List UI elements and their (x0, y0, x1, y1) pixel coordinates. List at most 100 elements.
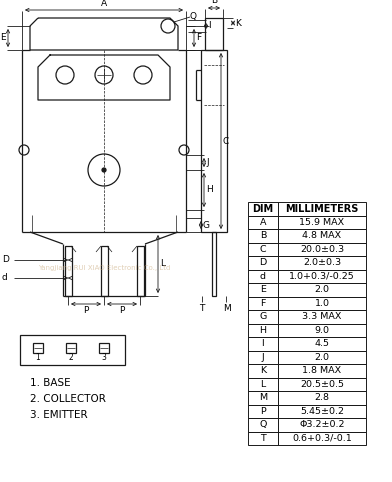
Text: C: C (260, 245, 266, 254)
Bar (101, 246, 108, 296)
Bar (278, 202, 366, 215)
Bar (278, 229, 366, 242)
Bar (66, 343, 76, 353)
Text: 2.0±0.3: 2.0±0.3 (303, 258, 341, 267)
Bar (248, 283, 278, 296)
Bar (248, 215, 278, 229)
Text: Φ3.2±0.2: Φ3.2±0.2 (299, 420, 345, 429)
Bar (248, 269, 278, 283)
Bar (278, 431, 366, 445)
Text: 2.8: 2.8 (314, 393, 330, 402)
Text: B: B (260, 231, 266, 240)
Bar (65, 246, 72, 296)
Text: D: D (2, 255, 9, 265)
Bar (248, 377, 278, 391)
Text: 0.6+0.3/-0.1: 0.6+0.3/-0.1 (292, 434, 352, 443)
Text: 3.3 MAX: 3.3 MAX (302, 312, 342, 321)
Text: 1: 1 (36, 353, 40, 362)
Bar (137, 246, 144, 296)
Bar (248, 431, 278, 445)
Bar (212, 232, 216, 296)
Text: Q: Q (190, 12, 197, 21)
Text: B: B (211, 0, 217, 5)
Text: 2.0: 2.0 (314, 285, 330, 294)
Text: d: d (2, 273, 8, 282)
Text: 20.5±0.5: 20.5±0.5 (300, 380, 344, 389)
Text: P: P (83, 306, 89, 315)
Bar (248, 310, 278, 323)
Text: P: P (260, 407, 266, 416)
Text: T: T (260, 434, 266, 443)
Bar (278, 337, 366, 350)
Bar (278, 350, 366, 364)
Text: 2. COLLECTOR: 2. COLLECTOR (30, 394, 106, 404)
Text: 9.0: 9.0 (314, 326, 330, 335)
Bar (278, 310, 366, 323)
Bar (278, 283, 366, 296)
Text: DIM: DIM (252, 204, 274, 214)
Bar (248, 242, 278, 256)
Circle shape (102, 168, 106, 172)
Text: 1. BASE: 1. BASE (30, 378, 71, 388)
Bar (278, 215, 366, 229)
Text: d: d (260, 272, 266, 281)
Text: E: E (260, 285, 266, 294)
Text: 3. EMITTER: 3. EMITTER (30, 410, 88, 420)
Bar (278, 296, 366, 310)
Bar (248, 337, 278, 350)
Bar (248, 323, 278, 337)
Bar (278, 364, 366, 377)
Text: H: H (260, 326, 267, 335)
Text: 2: 2 (69, 353, 73, 362)
Bar (278, 242, 366, 256)
Text: 5.45±0.2: 5.45±0.2 (300, 407, 344, 416)
Bar (248, 296, 278, 310)
Text: A: A (101, 0, 107, 8)
Bar (278, 256, 366, 269)
Bar (278, 377, 366, 391)
Bar (278, 269, 366, 283)
Text: D: D (260, 258, 267, 267)
Text: 3: 3 (102, 353, 107, 362)
Bar (248, 404, 278, 418)
Bar (248, 229, 278, 242)
Text: MILLIMETERS: MILLIMETERS (285, 204, 359, 214)
Text: 1.8 MAX: 1.8 MAX (303, 366, 341, 375)
Text: Yangjiang RUI XIAO Electronic Co., Ltd: Yangjiang RUI XIAO Electronic Co., Ltd (38, 265, 170, 271)
Text: I: I (208, 22, 211, 30)
Text: Q: Q (260, 420, 267, 429)
Text: J: J (261, 353, 264, 362)
Text: E: E (0, 34, 6, 42)
Text: M: M (259, 393, 267, 402)
Text: 2.0: 2.0 (314, 353, 330, 362)
Text: F: F (260, 299, 266, 308)
Text: 20.0±0.3: 20.0±0.3 (300, 245, 344, 254)
Text: 15.9 MAX: 15.9 MAX (299, 218, 345, 227)
Bar (278, 418, 366, 431)
Text: L: L (260, 380, 266, 389)
Text: G: G (260, 312, 267, 321)
Text: F: F (196, 34, 201, 42)
Bar (248, 391, 278, 404)
Text: T: T (199, 304, 205, 313)
Text: C: C (223, 136, 229, 146)
Text: J: J (206, 158, 209, 167)
Text: 4.8 MAX: 4.8 MAX (303, 231, 341, 240)
Bar (99, 343, 109, 353)
Bar (248, 256, 278, 269)
Text: G: G (203, 220, 210, 229)
Bar (33, 343, 43, 353)
Bar (205, 18, 223, 50)
Text: 4.5: 4.5 (314, 339, 330, 348)
Bar (20, 335, 125, 365)
Text: M: M (223, 304, 231, 313)
Bar (278, 404, 366, 418)
Bar (248, 364, 278, 377)
Bar (248, 350, 278, 364)
Text: I: I (261, 339, 264, 348)
Text: K: K (260, 366, 266, 375)
Text: 1.0+0.3/-0.25: 1.0+0.3/-0.25 (289, 272, 355, 281)
Bar (201, 50, 227, 232)
Bar (278, 323, 366, 337)
Bar (278, 391, 366, 404)
